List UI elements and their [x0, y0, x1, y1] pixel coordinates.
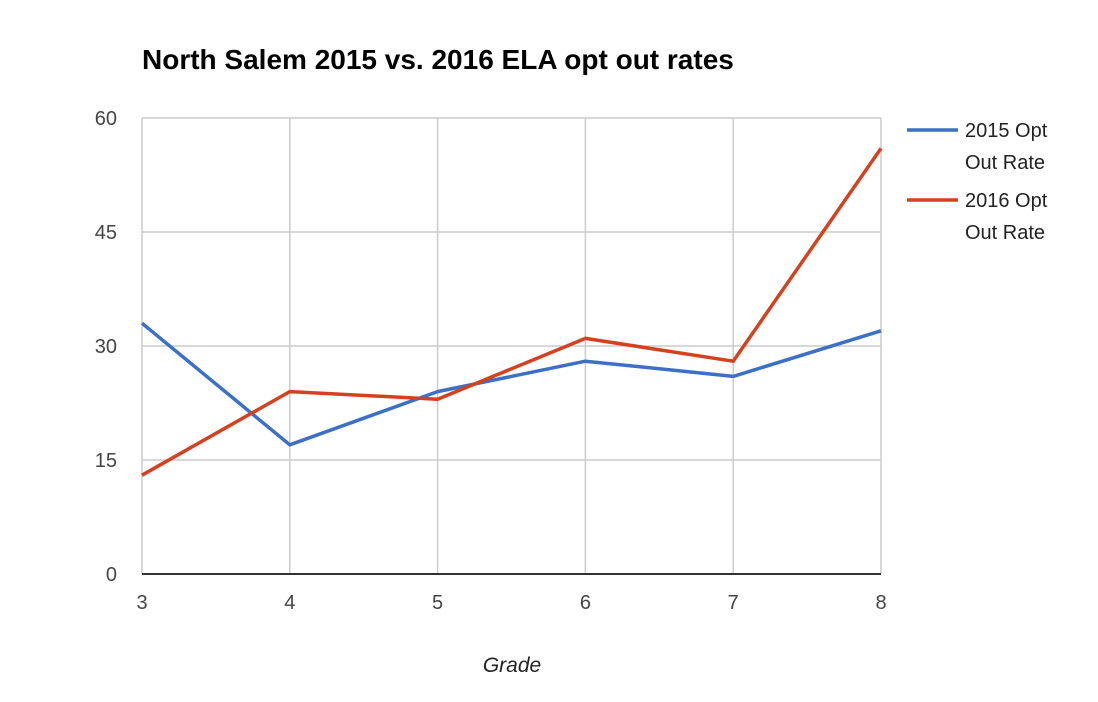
legend-label: 2015 Opt [965, 120, 1048, 142]
legend-label: Out Rate [965, 152, 1045, 174]
legend[interactable]: 2015 Opt Out Rate 2016 Opt Out Rate [907, 120, 1048, 244]
y-tick-label: 15 [95, 450, 117, 472]
series-line-2015-opt-out-rate[interactable] [140, 321, 882, 447]
x-axis-title: Grade [483, 654, 541, 677]
x-tick-label: 8 [875, 592, 886, 614]
legend-label: Out Rate [965, 222, 1045, 244]
x-tick-label: 4 [284, 592, 295, 614]
y-tick-label: 30 [95, 336, 117, 358]
x-tick-label: 5 [432, 592, 443, 614]
x-tick-label: 3 [136, 592, 147, 614]
y-tick-label: 60 [95, 108, 117, 130]
series-line-2016-opt-out-rate[interactable] [141, 147, 883, 477]
y-tick-label: 45 [95, 222, 117, 244]
chart-title: North Salem 2015 vs. 2016 ELA opt out ra… [142, 44, 734, 75]
x-tick-label: 6 [580, 592, 591, 614]
legend-entry-1[interactable]: 2015 Opt Out Rate [907, 120, 1048, 174]
series-lines [140, 147, 883, 477]
x-tick-label: 7 [728, 592, 739, 614]
legend-label: 2016 Opt [965, 190, 1048, 212]
gridlines [141, 117, 882, 574]
y-tick-label: 0 [106, 564, 117, 586]
legend-entry-2[interactable]: 2016 Opt Out Rate [907, 190, 1048, 244]
